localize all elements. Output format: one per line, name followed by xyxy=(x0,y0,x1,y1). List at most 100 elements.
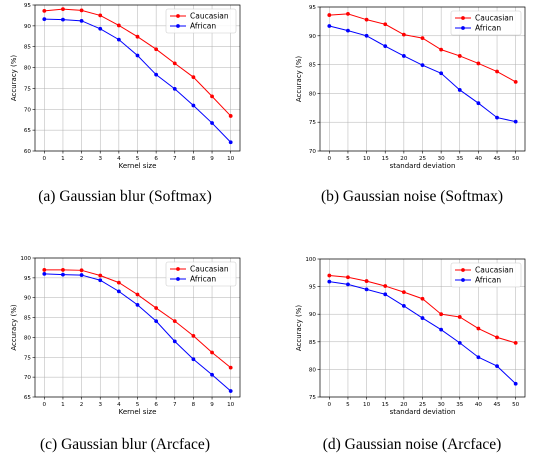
data-point-african xyxy=(191,357,196,362)
x-tick-label: 2 xyxy=(80,402,84,408)
legend-label: Caucasian xyxy=(190,265,229,274)
chart-panel-4: 0 5 10 15 20 25 30 35 40 45 50 75 80 85 90 95 100 standar… xyxy=(295,257,526,453)
x-tick-label: 3 xyxy=(98,156,102,162)
legend-box xyxy=(450,262,522,288)
legend-swatch-marker xyxy=(176,267,180,271)
data-point-african xyxy=(135,302,140,307)
data-point-african xyxy=(191,103,196,108)
data-point-african xyxy=(172,86,177,91)
data-point-caucasian xyxy=(401,290,406,295)
data-point-caucasian xyxy=(495,335,499,340)
chart-panel-2: 0 5 10 15 20 25 30 35 40 45 50 70 75 80 85 90 95 standard… xyxy=(295,5,526,205)
x-tick-label: 35 xyxy=(456,156,464,162)
x-tick-label: 0 xyxy=(328,402,332,408)
data-point-african xyxy=(98,278,103,283)
data-point-caucasian xyxy=(327,13,332,17)
x-tick-label: 10 xyxy=(227,156,235,162)
y-tick-label: 75 xyxy=(309,120,317,126)
data-point-caucasian xyxy=(495,69,499,74)
panel-caption: (a) Gaussian blur (Softmax) xyxy=(38,188,211,205)
data-point-caucasian xyxy=(42,8,47,13)
data-point-african xyxy=(116,289,121,294)
y-tick-label: 65 xyxy=(24,128,32,134)
data-point-african xyxy=(495,364,499,368)
data-point-african xyxy=(116,37,121,42)
data-point-african xyxy=(420,63,425,68)
data-point-african xyxy=(42,271,47,276)
x-tick-label: 15 xyxy=(382,402,390,408)
data-point-african xyxy=(383,292,388,297)
legend-label: African xyxy=(190,275,216,284)
data-point-caucasian xyxy=(439,312,444,317)
data-point-caucasian xyxy=(228,365,233,370)
panel-caption: (b) Gaussian noise (Softmax) xyxy=(321,188,503,205)
y-tick-label: 90 xyxy=(309,34,317,40)
x-tick-label: 50 xyxy=(512,402,520,408)
data-point-caucasian xyxy=(42,268,47,272)
data-point-african xyxy=(154,319,159,324)
data-point-african xyxy=(513,119,518,124)
x-tick-label: 1 xyxy=(61,156,65,162)
data-point-caucasian xyxy=(364,279,369,283)
legend-swatch-marker xyxy=(176,14,180,18)
data-point-african xyxy=(476,355,481,360)
x-tick-label: 1 xyxy=(61,402,65,408)
data-point-caucasian xyxy=(61,268,65,272)
data-point-african xyxy=(420,316,425,320)
y-tick-label: 75 xyxy=(24,355,32,361)
data-point-caucasian xyxy=(116,280,121,285)
data-point-caucasian xyxy=(98,273,103,278)
data-point-african xyxy=(228,140,233,145)
data-point-caucasian xyxy=(513,341,518,345)
legend-swatch-marker xyxy=(176,277,180,281)
x-tick-label: 4 xyxy=(117,402,121,408)
data-point-caucasian xyxy=(346,275,350,280)
y-tick-label: 95 xyxy=(24,276,32,282)
data-point-african xyxy=(61,17,65,22)
data-point-african xyxy=(401,54,406,58)
data-point-african xyxy=(346,282,350,287)
x-tick-label: 25 xyxy=(419,156,427,162)
chart-panel-3: 0 1 2 3 4 5 6 7 8 9 10 65 70 75 80 85 90 95 100 Kernel size… xyxy=(10,256,241,453)
legend-swatch-marker xyxy=(461,26,465,30)
data-point-african xyxy=(364,33,369,38)
data-point-african xyxy=(154,72,159,77)
data-point-african xyxy=(79,18,84,23)
data-point-caucasian xyxy=(135,34,140,39)
y-tick-label: 75 xyxy=(309,395,317,401)
data-point-caucasian xyxy=(401,32,406,37)
x-tick-label: 25 xyxy=(419,402,427,408)
y-axis-label: Accuracy (%) xyxy=(10,55,18,102)
data-point-african xyxy=(327,24,332,28)
x-tick-label: 4 xyxy=(117,156,121,162)
data-point-african xyxy=(439,71,444,76)
x-tick-label: 9 xyxy=(210,402,214,408)
x-tick-label: 45 xyxy=(493,402,501,408)
x-tick-label: 5 xyxy=(346,156,350,162)
data-point-caucasian xyxy=(61,7,65,12)
data-point-african xyxy=(383,44,388,49)
data-point-african xyxy=(135,53,140,58)
x-tick-label: 8 xyxy=(192,402,196,408)
x-tick-label: 2 xyxy=(80,156,84,162)
x-tick-label: 30 xyxy=(438,402,446,408)
legend-box xyxy=(450,10,522,36)
data-point-caucasian xyxy=(420,36,425,41)
x-tick-label: 20 xyxy=(400,156,408,162)
data-point-african xyxy=(495,115,499,120)
data-point-african xyxy=(457,341,462,345)
data-point-caucasian xyxy=(346,12,350,16)
data-point-caucasian xyxy=(79,268,84,273)
x-tick-label: 15 xyxy=(382,156,390,162)
data-point-caucasian xyxy=(172,319,177,324)
x-tick-label: 35 xyxy=(456,402,464,408)
x-tick-label: 5 xyxy=(346,402,350,408)
x-axis-label: Kernel size xyxy=(119,162,157,170)
panel-caption: (c) Gaussian blur (Arcface) xyxy=(40,436,210,453)
y-tick-label: 80 xyxy=(24,66,32,72)
y-tick-label: 85 xyxy=(309,63,317,69)
